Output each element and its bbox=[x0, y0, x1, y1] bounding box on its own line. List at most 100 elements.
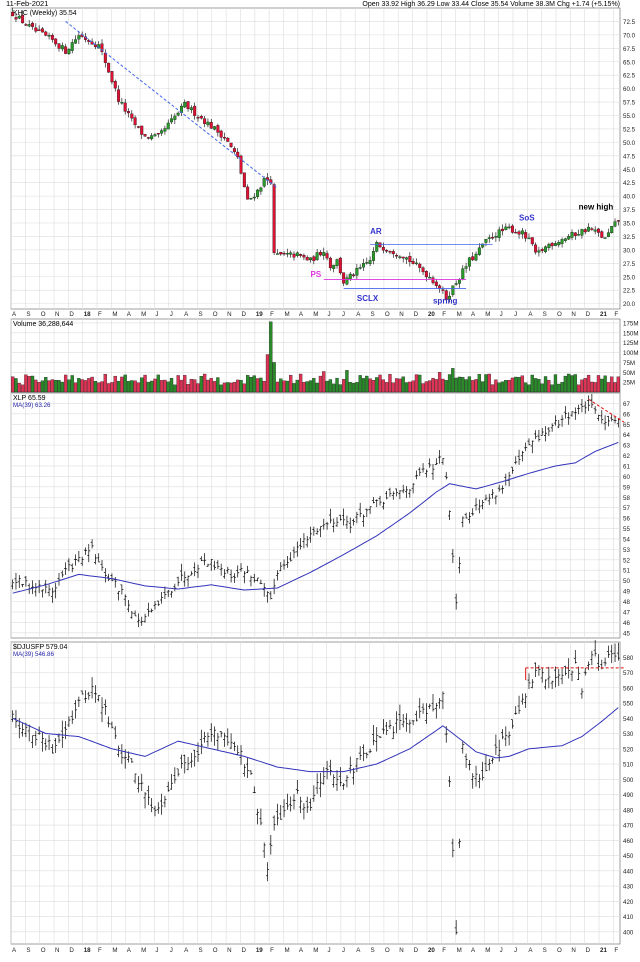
ohlc-bar bbox=[501, 729, 504, 740]
ohlc-bar bbox=[213, 560, 217, 571]
volume-bar bbox=[285, 380, 290, 393]
candle-body bbox=[547, 244, 551, 249]
y-tick-label: 61 bbox=[623, 463, 630, 470]
volume-bar bbox=[292, 383, 296, 393]
candle-body bbox=[537, 250, 541, 253]
volume-bar bbox=[573, 374, 577, 393]
ohlc-bar bbox=[160, 591, 164, 604]
x-tick-label: F bbox=[270, 947, 274, 954]
ohlc-bar bbox=[355, 758, 359, 773]
ohlc-bar bbox=[454, 920, 458, 935]
volume-bar bbox=[451, 368, 455, 393]
volume-bar bbox=[34, 379, 38, 393]
volume-bar bbox=[504, 380, 508, 393]
ohlc-bar bbox=[365, 508, 369, 518]
ohlc-bar bbox=[553, 666, 557, 688]
candle-body bbox=[242, 172, 246, 188]
candle-body bbox=[451, 285, 455, 295]
x-tick-label: A bbox=[127, 311, 132, 318]
candle-body bbox=[342, 272, 346, 284]
candle-body bbox=[229, 142, 233, 147]
ohlc-bar bbox=[74, 554, 78, 566]
annotation-label: SoS bbox=[519, 213, 535, 222]
ohlc-bar bbox=[216, 560, 220, 570]
ohlc-bar bbox=[44, 738, 48, 751]
candle-body bbox=[580, 229, 584, 236]
ohlc-bar bbox=[514, 706, 518, 715]
ohlc-bar bbox=[510, 466, 514, 474]
volume-bar bbox=[576, 384, 581, 393]
ohlc-bar bbox=[305, 796, 309, 813]
x-tick-label: S bbox=[371, 947, 375, 954]
volume-bar bbox=[398, 378, 402, 393]
ohlc-bar bbox=[395, 711, 399, 734]
ohlc-bar bbox=[381, 719, 385, 735]
volume-bar bbox=[116, 380, 121, 393]
volume-bar bbox=[355, 382, 359, 393]
volume-bar bbox=[183, 375, 187, 393]
x-tick-label: M bbox=[112, 947, 117, 954]
y-tick-label: 75M bbox=[623, 360, 635, 367]
ohlc-bar bbox=[246, 565, 250, 573]
candle-body bbox=[236, 151, 240, 158]
volume-bar bbox=[179, 379, 184, 393]
ohlc-bar bbox=[428, 458, 432, 468]
volume-bar bbox=[229, 382, 233, 393]
ohlc-bar bbox=[318, 772, 322, 798]
ohlc-bar bbox=[186, 756, 190, 771]
ohlc-bar bbox=[583, 401, 587, 414]
candle-body bbox=[206, 121, 210, 126]
ohlc-bar bbox=[471, 773, 475, 789]
ohlc-bar bbox=[553, 415, 557, 426]
y-tick-label: 49 bbox=[623, 589, 630, 596]
ohlc-bar bbox=[381, 501, 385, 510]
ohlc-bar bbox=[398, 704, 402, 731]
y-tick-label: 47 bbox=[623, 609, 630, 616]
volume-bar bbox=[308, 380, 313, 393]
ohlc-bar bbox=[527, 438, 531, 446]
ohlc-bar bbox=[414, 470, 418, 480]
candle-body bbox=[428, 277, 432, 279]
ohlc-bar bbox=[50, 587, 54, 603]
x-tick-label: M bbox=[457, 947, 462, 954]
candle-body bbox=[275, 253, 279, 255]
candle-body bbox=[405, 257, 408, 260]
candle-body bbox=[318, 251, 322, 256]
volume-bar bbox=[365, 375, 369, 393]
ohlc-bar bbox=[136, 613, 140, 628]
ohlc-bar bbox=[375, 727, 379, 752]
ohlc-bar bbox=[44, 579, 48, 594]
ohlc-bar bbox=[229, 733, 233, 749]
y-tick-label: 70.0 bbox=[623, 32, 636, 39]
ohlc-bar bbox=[252, 573, 256, 583]
volume-bar bbox=[103, 374, 107, 393]
ohlc-bar bbox=[279, 562, 283, 572]
x-tick-label: M bbox=[457, 311, 462, 318]
ohlc-bar bbox=[457, 556, 461, 574]
candle-body bbox=[603, 237, 607, 239]
candle-body bbox=[597, 228, 600, 233]
y-tick-label: 520 bbox=[623, 746, 634, 753]
volume-bar bbox=[249, 376, 253, 393]
ohlc-bar bbox=[461, 516, 465, 528]
volume-bar bbox=[212, 381, 217, 393]
ohlc-bar bbox=[537, 429, 541, 442]
annotation-label: spring bbox=[433, 297, 458, 306]
ohlc-bar bbox=[209, 723, 213, 742]
candle-body bbox=[362, 263, 365, 268]
candle-body bbox=[282, 252, 286, 255]
ohlc-bar bbox=[259, 808, 263, 826]
candle-body bbox=[136, 126, 140, 128]
ohlc-bar bbox=[289, 796, 293, 812]
ohlc-bar bbox=[497, 484, 501, 492]
volume-bar bbox=[279, 378, 283, 393]
x-tick-label: S bbox=[198, 311, 202, 318]
candle-body bbox=[279, 252, 283, 255]
volume-bar bbox=[563, 375, 568, 393]
ohlc-bar bbox=[93, 685, 97, 703]
volume-bar bbox=[391, 382, 395, 393]
y-tick-label: 570 bbox=[623, 670, 634, 677]
candle-body bbox=[467, 257, 471, 267]
ohlc-bar bbox=[501, 485, 504, 494]
ohlc-bar bbox=[226, 728, 230, 746]
